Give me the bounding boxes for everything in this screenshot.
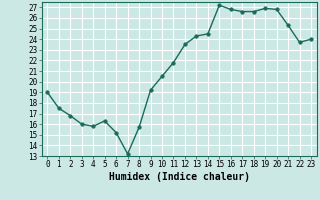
X-axis label: Humidex (Indice chaleur): Humidex (Indice chaleur) [109, 172, 250, 182]
